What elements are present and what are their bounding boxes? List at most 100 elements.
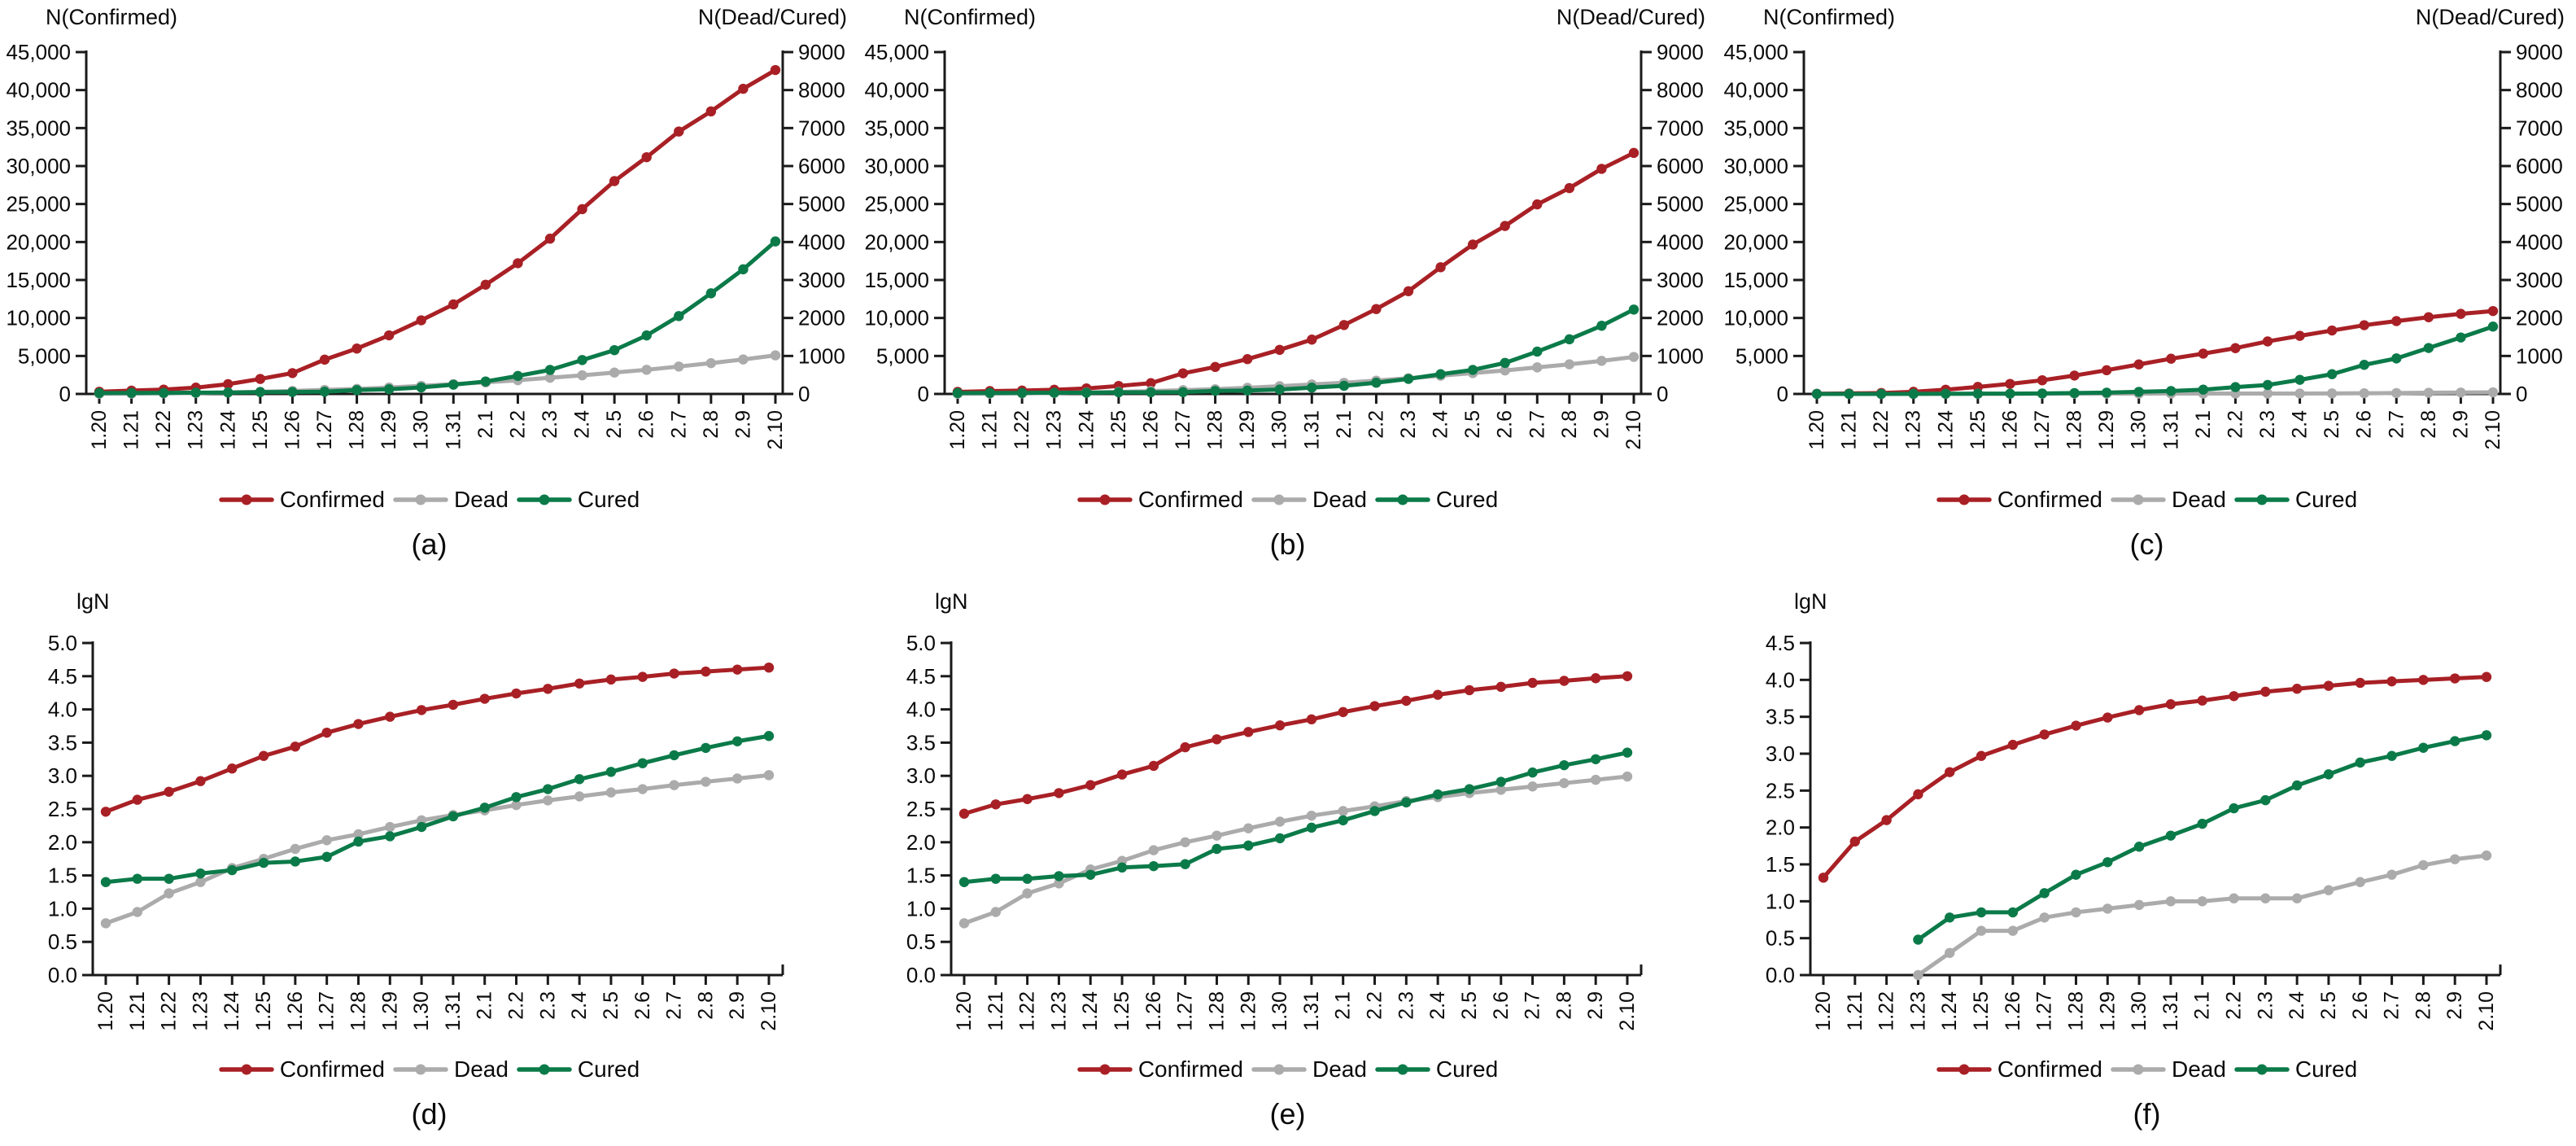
series-confirmed-marker [1590, 673, 1601, 684]
series-cured-marker [1972, 388, 1984, 399]
caption-d: (d) [411, 1097, 448, 1131]
series-confirmed-marker [2133, 359, 2144, 370]
series-dead [1913, 850, 2492, 981]
series-cured-marker [1177, 387, 1189, 398]
x-tick-label: 2.2 [1364, 410, 1387, 439]
x-tick-label: 1.26 [281, 410, 303, 450]
x-tick-label: 1.30 [1268, 410, 1291, 450]
series-cured-marker [164, 873, 174, 884]
x-tick-label: 2.7 [1522, 991, 1544, 1020]
series-confirmed-marker [351, 343, 362, 354]
right-y-tick-label: 1000 [798, 343, 845, 368]
legend-swatch-dead [393, 1064, 448, 1075]
legend-item-cured: Cured [2234, 487, 2357, 513]
x-tick-label: 2.7 [2385, 410, 2408, 439]
series-cured-marker [2039, 888, 2050, 899]
series-cured-marker [1113, 387, 1124, 398]
right-y-tick-label: 7000 [1657, 116, 1704, 140]
x-tick-label: 2.10 [1616, 991, 1639, 1031]
series-cured-marker [731, 736, 743, 746]
y-axis-title: lgN [76, 589, 110, 614]
series-dead-marker [958, 918, 970, 929]
axes [1793, 50, 2511, 404]
series-dead-marker [2456, 387, 2466, 398]
series-confirmed-marker [674, 126, 684, 137]
x-tick-label: 2.10 [1622, 410, 1645, 450]
series-dead-marker [100, 918, 111, 929]
right-y-tick-label: 6000 [2516, 154, 2563, 178]
left-y-tick-label: 3.0 [1766, 741, 1795, 766]
series-confirmed [100, 662, 775, 817]
x-tick-label: 1.23 [1047, 991, 1070, 1031]
x-tick-label: 2.6 [631, 991, 654, 1020]
x-tick-label: 1.25 [1967, 410, 1989, 450]
legend-label-dead: Dead [1312, 487, 1367, 512]
series-cured-marker [2197, 818, 2207, 829]
left-y-tick-label: 20,000 [1723, 230, 1788, 254]
legend-label-cured: Cured [577, 1056, 640, 1082]
x-tick-label: 1.25 [1111, 991, 1133, 1031]
series-confirmed-marker [1945, 767, 1955, 777]
left-y-tick-label: 40,000 [6, 78, 71, 103]
left-y-tick-label: 30,000 [864, 154, 929, 178]
series-confirmed-marker [2456, 308, 2466, 319]
series-dead-marker [1022, 888, 1033, 899]
x-tick-label: 2.3 [2254, 991, 2277, 1020]
legend-label-cured: Cured [577, 487, 640, 512]
left-y-tick-label: 2.5 [48, 797, 77, 821]
series-confirmed-marker [1432, 689, 1443, 700]
left-y-tick-label: 2.5 [1766, 778, 1795, 803]
series-dead-marker [674, 361, 684, 372]
legend-label-dead: Dead [2171, 1056, 2226, 1082]
series-dead-marker [1212, 830, 1222, 841]
series-cured-marker [385, 831, 395, 842]
legend-item-cured: Cured [2234, 1056, 2357, 1083]
series-dead-marker [1622, 771, 1633, 782]
x-tick-label: 2.5 [2317, 991, 2340, 1020]
series-confirmed-marker [2260, 686, 2271, 698]
x-tick-label: 1.28 [1205, 991, 1228, 1031]
series-confirmed-marker [1116, 769, 1128, 780]
series-dead-marker [609, 367, 620, 378]
series-confirmed-marker [416, 315, 426, 326]
left-y-tick-label: 2.0 [906, 830, 936, 855]
legend-item-confirmed: Confirmed [219, 487, 385, 513]
left-y-tick-label: 45,000 [1723, 40, 1788, 64]
tick-labels: 0.0 0.5 1.0 1.5 2.0 2.5 3.0 3.5 4.0 4.5 5.0 [906, 631, 936, 987]
series-dead-marker [1564, 359, 1575, 370]
x-tick-label: 1.27 [316, 991, 338, 1031]
legend-swatch-cured [2234, 1064, 2290, 1075]
series-dead-marker [2359, 387, 2369, 399]
left-y-tick-label: 5.0 [906, 631, 936, 655]
series-cured-marker [2359, 360, 2369, 370]
x-tick-labels: 1.20 1.21 1.22 1.23 1.24 1.25 1.26 1.27 1.28 1.29… [953, 991, 1639, 1031]
series-cured-marker [1467, 365, 1478, 375]
tick-labels: 0 5,000 10,000 15,000 20,000 25,000 30,000 35,0… [6, 40, 845, 406]
series-cured-marker [255, 387, 266, 397]
x-tick-label: 1.24 [1938, 991, 1961, 1031]
series-confirmed-marker [1500, 221, 1510, 231]
right-y-tick-label: 1000 [1657, 343, 1704, 368]
series-cured-marker [1532, 346, 1543, 357]
legend-swatch-marker [2133, 494, 2144, 505]
series-dead-marker [1596, 356, 1607, 366]
series-dead-marker [2487, 387, 2499, 398]
series-dead-marker [321, 835, 332, 846]
series-confirmed-marker [1180, 741, 1190, 753]
legend-swatch-marker [1958, 494, 1970, 505]
series-cured-marker [2326, 369, 2338, 379]
series-confirmed-marker [770, 64, 781, 76]
legend-swatch-confirmed [219, 1064, 274, 1075]
left-y-tick-label: 5.0 [48, 631, 77, 655]
x-tick-label: 1.25 [1107, 410, 1130, 450]
series-confirmed-marker [132, 794, 143, 805]
left-y-tick-label: 20,000 [6, 230, 71, 254]
series-confirmed-marker [1146, 378, 1156, 388]
x-tick-label: 2.5 [603, 410, 626, 439]
x-tick-label: 2.4 [2286, 991, 2308, 1020]
x-tick-label: 2.2 [505, 991, 528, 1020]
panel-d: lgN 0.0 0.5 1.0 1.5 2.0 2.5 3.0 3.5 4.0 4.5 5.0 1.2… [0, 570, 858, 1146]
series-confirmed-marker [480, 279, 491, 290]
series-cured-line [955, 307, 1636, 396]
x-tick-label: 1.30 [2128, 991, 2150, 1031]
